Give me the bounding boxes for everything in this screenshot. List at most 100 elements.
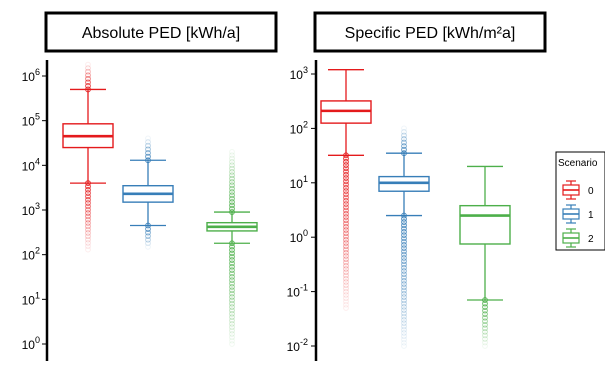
outlier-point-absolute-2-1-6 xyxy=(229,169,235,175)
outlier-point-absolute-0-0-1 xyxy=(85,183,91,190)
outlier-point-absolute-2-0-30 xyxy=(229,341,235,347)
outlier-point-specific-0-0-24 xyxy=(343,230,349,237)
outlier-point-absolute-2-1-3 xyxy=(229,159,235,165)
outlier-point-specific-0-0-42 xyxy=(343,288,349,295)
outlier-point-specific-2-0-7 xyxy=(482,321,488,328)
outlier-point-absolute-0-0-11 xyxy=(85,216,91,223)
outlier-point-specific-2-0-2 xyxy=(482,304,488,310)
legend-item-0: 0 xyxy=(562,180,594,200)
outlier-point-absolute-2-1-11 xyxy=(229,185,235,192)
outlier-point-absolute-0-0-17 xyxy=(85,236,91,243)
outlier-point-absolute-2-1-14 xyxy=(229,195,235,202)
outlier-point-specific-1-0-5 xyxy=(401,228,407,235)
outlier-point-specific-0-0-22 xyxy=(343,223,349,230)
legend-title: Scenario xyxy=(558,158,598,169)
outlier-point-specific-0-0-20 xyxy=(343,217,349,224)
outlier-point-absolute-0-0-4 xyxy=(85,193,91,200)
outlier-point-specific-0-0-8 xyxy=(343,178,349,185)
y-tick-label-absolute-2: 102 xyxy=(22,246,40,263)
outlier-point-absolute-0-0-18 xyxy=(85,240,91,246)
outlier-point-specific-1-1-5 xyxy=(401,143,407,150)
outlier-point-absolute-0-1-6 xyxy=(85,82,91,89)
box-absolute-scenario-0 xyxy=(62,61,114,253)
outlier-point-specific-0-0-34 xyxy=(343,262,349,269)
outlier-point-specific-0-0-2 xyxy=(343,158,349,165)
outlier-point-absolute-1-0-4 xyxy=(145,236,151,243)
outlier-point-absolute-2-1-16 xyxy=(229,202,235,209)
panel-absolute-title: Absolute PED [kWh/a] xyxy=(82,25,240,42)
outlier-point-absolute-2-0-13 xyxy=(229,284,235,290)
outlier-point-specific-2-0-5 xyxy=(482,314,488,321)
outlier-point-specific-1-0-40 xyxy=(401,343,407,349)
outlier-point-absolute-2-0-25 xyxy=(229,324,235,331)
outlier-point-specific-1-0-32 xyxy=(401,317,407,323)
outlier-point-absolute-0-0-2 xyxy=(85,186,91,193)
outlier-point-specific-1-0-37 xyxy=(401,333,407,340)
outlier-point-specific-0-0-14 xyxy=(343,197,349,204)
outlier-point-absolute-2-1-2 xyxy=(229,155,235,162)
y-tick-label-absolute-0: 100 xyxy=(22,335,40,352)
outlier-point-absolute-2-0-18 xyxy=(229,300,235,307)
outlier-point-specific-0-0-6 xyxy=(343,171,349,178)
outlier-point-absolute-2-0-21 xyxy=(229,310,235,317)
outlier-point-specific-1-0-34 xyxy=(401,323,407,330)
outlier-point-absolute-2-0-20 xyxy=(229,307,235,314)
outlier-point-specific-1-0-39 xyxy=(401,339,407,346)
outlier-point-specific-0-0-18 xyxy=(343,210,349,217)
outlier-point-specific-0-0-38 xyxy=(343,275,349,282)
outlier-point-specific-0-0-35 xyxy=(343,266,349,272)
outlier-point-absolute-2-0-12 xyxy=(229,280,235,287)
outlier-point-specific-2-0-1 xyxy=(482,300,488,307)
y-tick-label-absolute-6: 106 xyxy=(22,67,40,84)
outlier-point-specific-0-0-21 xyxy=(343,220,349,227)
outlier-point-specific-1-0-29 xyxy=(401,307,407,314)
legend-item-label-1: 1 xyxy=(588,210,594,221)
outlier-point-specific-0-0-3 xyxy=(343,162,349,168)
outlier-point-absolute-1-0-6 xyxy=(145,243,151,250)
outlier-point-specific-0-0-26 xyxy=(343,236,349,243)
outlier-point-specific-0-0-27 xyxy=(343,240,349,246)
outlier-point-specific-1-0-12 xyxy=(401,251,407,258)
outlier-point-absolute-1-1-5 xyxy=(145,153,151,160)
iqr-box-specific-2 xyxy=(459,204,511,245)
outlier-point-specific-0-0-44 xyxy=(343,295,349,302)
outlier-point-specific-0-0-36 xyxy=(343,269,349,276)
outlier-point-specific-1-0-25 xyxy=(401,294,407,300)
outlier-point-specific-1-0-15 xyxy=(401,261,407,268)
outlier-point-absolute-2-0-7 xyxy=(229,263,235,270)
outlier-point-specific-0-0-9 xyxy=(343,181,349,188)
outlier-point-specific-1-0-14 xyxy=(401,258,407,265)
outlier-point-absolute-1-1-2 xyxy=(145,142,151,149)
outlier-point-specific-1-0-21 xyxy=(401,281,407,287)
outlier-point-specific-0-0-31 xyxy=(343,253,349,259)
outlier-point-specific-0-0-37 xyxy=(343,272,349,279)
outlier-point-specific-0-0-32 xyxy=(343,256,349,263)
outlier-point-absolute-0-1-2 xyxy=(85,68,91,75)
outlier-point-specific-0-0-10 xyxy=(343,184,349,191)
outlier-point-specific-2-0-11 xyxy=(482,336,488,342)
outlier-point-specific-1-0-17 xyxy=(401,268,407,274)
y-tick-label-absolute-5: 105 xyxy=(22,112,40,129)
outlier-point-specific-1-0-38 xyxy=(401,336,407,343)
y-tick-label-specific-1: 10-1 xyxy=(287,283,308,300)
outlier-point-absolute-2-0-10 xyxy=(229,273,235,280)
outlier-point-absolute-2-0-29 xyxy=(229,337,235,344)
outlier-point-specific-0-0-46 xyxy=(343,301,349,308)
outlier-point-absolute-0-1-5 xyxy=(85,79,91,86)
y-tick-label-absolute-4: 104 xyxy=(22,156,40,173)
panel-absolute-ped: 100 101 102 103 104 105 106 xyxy=(22,60,258,361)
outlier-point-absolute-0-0-20 xyxy=(85,246,91,253)
legend-item-2: 2 xyxy=(562,228,594,248)
outlier-point-specific-0-0-28 xyxy=(343,243,349,250)
outlier-point-absolute-1-0-3 xyxy=(145,233,151,240)
outlier-point-specific-1-0-20 xyxy=(401,277,407,284)
outlier-point-absolute-0-1-1 xyxy=(85,65,91,72)
outlier-point-specific-1-0-36 xyxy=(401,330,407,336)
y-tick-label-specific-0: 10-2 xyxy=(287,337,308,354)
outlier-point-absolute-2-1-10 xyxy=(229,182,235,189)
outlier-point-specific-0-0-5 xyxy=(343,168,349,175)
outlier-point-absolute-2-1-15 xyxy=(229,199,235,205)
panel-absolute-title-box: Absolute PED [kWh/a] xyxy=(44,11,278,53)
outlier-point-absolute-0-0-14 xyxy=(85,226,91,233)
